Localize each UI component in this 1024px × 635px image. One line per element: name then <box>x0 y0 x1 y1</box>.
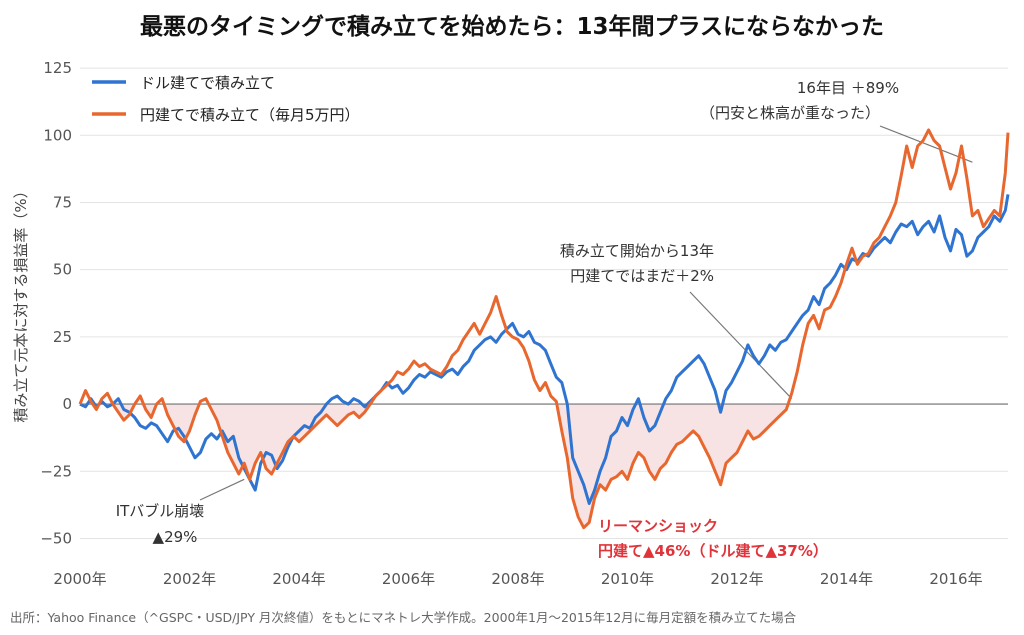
x-tick-label: 2008年 <box>491 570 544 588</box>
annotation-13-years-line1: 積み立て開始から13年 <box>560 242 714 260</box>
x-tick-label: 2006年 <box>382 570 435 588</box>
x-tick-label: 2010年 <box>601 570 654 588</box>
y-tick-label: 125 <box>43 59 72 77</box>
source-note: 出所：Yahoo Finance（^GSPC・USD/JPY 月次終値）をもとに… <box>10 610 797 625</box>
grid-lines <box>80 67 1008 539</box>
annotation-it-bubble: ITバブル崩壊 ▲29% <box>116 502 205 546</box>
annotation-it-bubble-line1: ITバブル崩壊 <box>116 502 205 520</box>
x-tick-label: 2002年 <box>163 570 216 588</box>
annotation-16th-year-line1: 16年目 ＋89% <box>797 79 899 97</box>
annotation-leader-line <box>199 478 245 501</box>
x-tick-label: 2012年 <box>710 570 763 588</box>
x-tick-label: 2016年 <box>929 570 982 588</box>
legend: ドル建てで積み立て 円建てで積み立て（毎月5万円） <box>92 74 360 124</box>
y-axis-ticks: 125 100 75 50 25 0 −25 −50 <box>40 59 72 547</box>
annotation-16th-year-line2: （円安と株高が重なった） <box>700 104 880 122</box>
y-tick-label: −25 <box>40 462 72 480</box>
x-tick-label: 2000年 <box>53 570 106 588</box>
legend-label-jpy: 円建てで積み立て（毎月5万円） <box>140 106 360 124</box>
annotation-13-years: 積み立て開始から13年 円建てではまだ＋2% <box>560 242 714 285</box>
y-axis-label: 積み立て元本に対する損益率（%） <box>12 183 30 422</box>
annotation-lehman: リーマンショック 円建て▲46%（ドル建て▲37%） <box>598 517 828 560</box>
legend-label-usd: ドル建てで積み立て <box>140 74 275 92</box>
y-tick-label: 75 <box>53 193 72 211</box>
annotation-leader-line <box>689 291 793 400</box>
y-tick-label: 100 <box>43 126 72 144</box>
series-line-usd <box>79 194 1010 505</box>
series-line-jpy <box>78 128 1010 530</box>
annotation-16th-year: 16年目 ＋89% （円安と株高が重なった） <box>700 79 899 122</box>
annotation-leaders <box>199 125 973 501</box>
annotation-leader-line <box>879 125 973 163</box>
y-tick-label: 25 <box>53 328 72 346</box>
y-tick-label: −50 <box>40 529 72 547</box>
x-axis-ticks: 2000年 2002年 2004年 2006年 2008年 2010年 2012年 2014年… <box>53 570 982 588</box>
annotation-lehman-line2: 円建て▲46%（ドル建て▲37%） <box>598 542 828 560</box>
y-tick-label: 0 <box>62 395 72 413</box>
annotation-13-years-line2: 円建てではまだ＋2% <box>570 267 714 285</box>
annotation-it-bubble-line2: ▲29% <box>153 528 198 546</box>
annotation-lehman-line1: リーマンショック <box>598 517 718 535</box>
chart-title: 最悪のタイミングで積み立てを始めたら：13年間プラスにならなかった <box>140 13 884 40</box>
y-tick-label: 50 <box>53 261 72 279</box>
x-tick-label: 2014年 <box>820 570 873 588</box>
x-tick-label: 2004年 <box>272 570 325 588</box>
